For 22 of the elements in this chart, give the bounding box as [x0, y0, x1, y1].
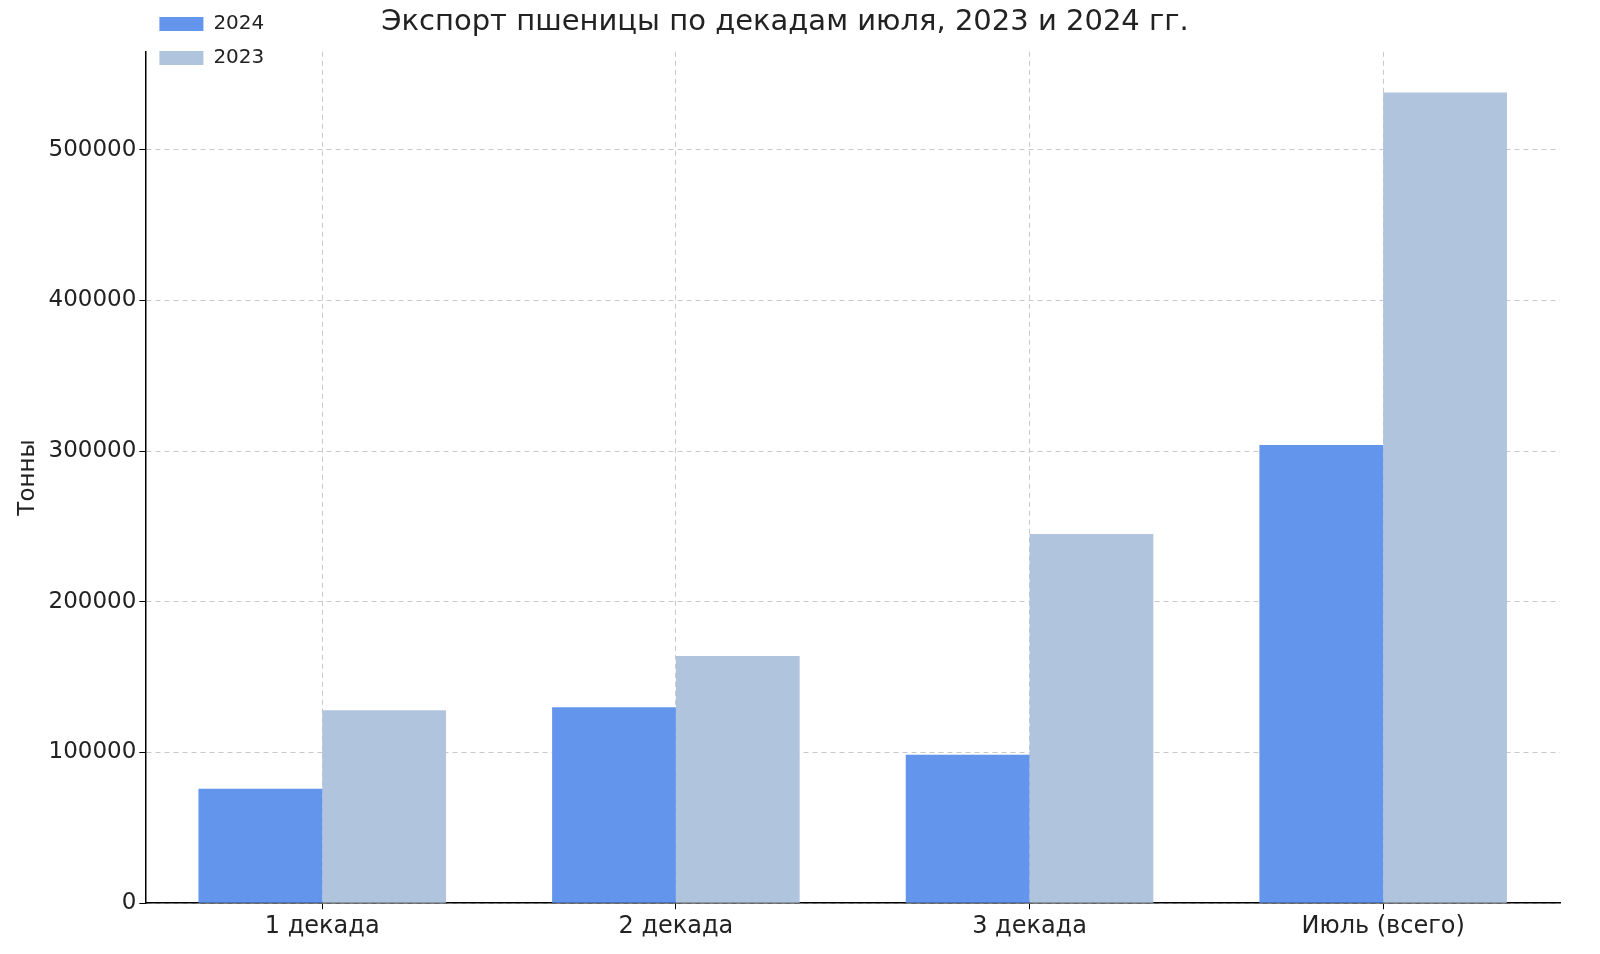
y-tick-label: 0: [121, 888, 137, 915]
x-tick-label: 1 декада: [264, 910, 380, 939]
bar: [905, 754, 1030, 903]
x-tick-label: Июль (всего): [1301, 910, 1465, 939]
legend-label: 2023: [213, 44, 265, 69]
x-tick-label: 2 декада: [618, 910, 734, 939]
bar: [322, 710, 446, 903]
y-tick-label: 100000: [48, 737, 137, 764]
bar: [1029, 534, 1154, 903]
y-tick-label: 200000: [48, 586, 137, 613]
bar: [1259, 445, 1384, 903]
legend-label: 2024: [213, 10, 265, 35]
chart-title: Экспорт пшеницы по декадам июля, 2023 и 2024 гг.: [381, 2, 1189, 37]
bar: [552, 707, 676, 903]
x-tick-label: 3 декада: [972, 910, 1087, 939]
y-axis-title: Тонны: [12, 439, 39, 517]
y-tick-label: 400000: [48, 285, 137, 312]
y-tick-label: 300000: [48, 436, 137, 463]
bar: [675, 656, 800, 903]
bar: [1383, 92, 1507, 903]
bar: [198, 788, 323, 903]
y-tick-label: 500000: [48, 134, 137, 161]
